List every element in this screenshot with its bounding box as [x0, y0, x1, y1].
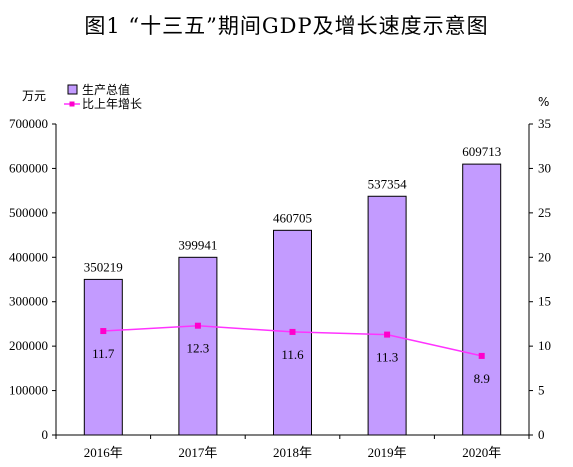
x-tick-label: 2016年 [84, 445, 123, 460]
y-left-tick-label: 100000 [9, 383, 48, 398]
y-right-tick-label: 25 [538, 205, 551, 220]
y-left-tick-label: 400000 [9, 249, 48, 264]
legend-marker-growth [69, 101, 75, 107]
y-right-tick-label: 15 [538, 294, 551, 309]
bar-data-label: 350219 [84, 259, 123, 274]
growth-marker [384, 331, 391, 338]
growth-marker [100, 328, 107, 335]
x-tick-label: 2017年 [178, 445, 217, 460]
bar-data-label: 609713 [462, 144, 501, 159]
x-tick-label: 2020年 [462, 445, 501, 460]
y-right-unit: % [538, 95, 549, 109]
y-left-unit: 万元 [22, 89, 46, 103]
x-tick-label: 2019年 [368, 445, 407, 460]
bar [462, 163, 502, 436]
growth-marker [478, 352, 485, 359]
legend: 生产总值 比上年增长 [64, 82, 142, 111]
y-right-tick-label: 20 [538, 249, 551, 264]
bar-data-label: 399941 [178, 237, 217, 252]
growth-data-label: 11.6 [281, 347, 304, 362]
chart-title: 图1 “十三五”期间GDP及增长速度示意图 [84, 14, 489, 38]
bar-data-label: 460705 [273, 210, 312, 225]
growth-data-label: 11.3 [376, 350, 398, 365]
y-right-tick-label: 0 [538, 427, 545, 442]
growth-data-label: 8.9 [474, 371, 490, 386]
legend-label-growth: 比上年增长 [82, 97, 142, 111]
bar [83, 278, 123, 436]
growth-marker [194, 322, 201, 329]
y-left-tick-label: 600000 [9, 160, 48, 175]
y-left-tick-label: 500000 [9, 205, 48, 220]
y-right-tick-label: 5 [538, 383, 545, 398]
y-right-tick-label: 35 [538, 116, 551, 131]
bar [178, 256, 218, 436]
y-left-tick-label: 0 [42, 427, 49, 442]
bar-data-label: 537354 [368, 176, 408, 191]
y-left-tick-label: 300000 [9, 294, 48, 309]
y-right-tick-label: 30 [538, 160, 551, 175]
growth-data-label: 12.3 [187, 341, 210, 356]
bar [367, 195, 407, 436]
growth-marker [289, 328, 296, 335]
y-right-tick-label: 10 [538, 338, 551, 353]
y-left-tick-label: 200000 [9, 338, 48, 353]
growth-data-label: 11.7 [92, 346, 115, 361]
legend-swatch-gdp [67, 84, 78, 95]
x-tick-label: 2018年 [273, 445, 312, 460]
y-left-tick-label: 700000 [9, 116, 48, 131]
legend-label-gdp: 生产总值 [82, 82, 130, 97]
